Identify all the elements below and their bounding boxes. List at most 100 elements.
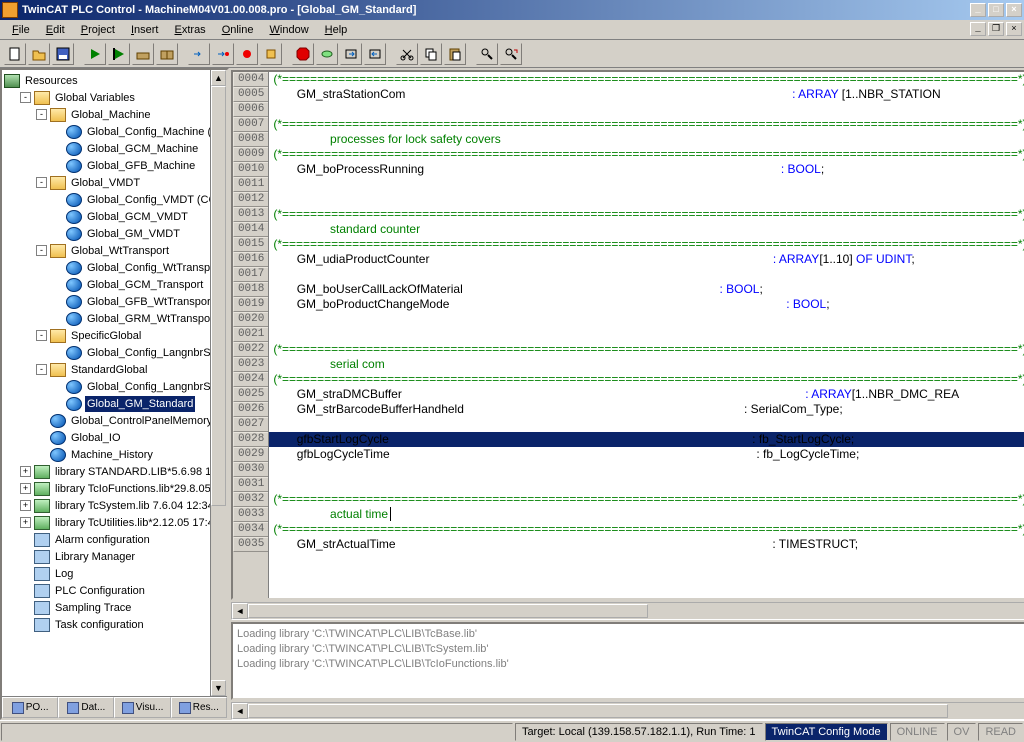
resource-tree[interactable]: Resources-Global Variables-Global_Machin… xyxy=(2,70,227,696)
code-line[interactable]: gfbStartLogCycle : fb_StartLogCycle; xyxy=(269,432,1024,447)
step3-button[interactable] xyxy=(236,43,258,65)
scroll-left-button[interactable]: ◄ xyxy=(232,703,248,719)
build-all-button[interactable] xyxy=(156,43,178,65)
code-line[interactable]: GM_udiaProductCounter : ARRAY[1..10] OF … xyxy=(269,252,1024,267)
code-line[interactable]: serial com xyxy=(269,357,1024,372)
new-button[interactable] xyxy=(4,43,26,65)
code-line[interactable] xyxy=(269,327,1024,342)
menu-edit[interactable]: Edit xyxy=(38,22,73,38)
scroll-thumb[interactable] xyxy=(211,86,226,506)
tree-item[interactable]: +library STANDARD.LIB*5.6.98 11: xyxy=(4,463,225,480)
cut-button[interactable] xyxy=(396,43,418,65)
code-line[interactable] xyxy=(269,462,1024,477)
expand-icon[interactable]: - xyxy=(36,177,47,188)
code-line[interactable] xyxy=(269,477,1024,492)
run-button[interactable] xyxy=(84,43,106,65)
tree-item[interactable]: Global_GCM_Machine xyxy=(4,140,225,157)
scroll-down-button[interactable]: ▼ xyxy=(211,680,226,696)
tree-item[interactable]: -Global_Machine xyxy=(4,106,225,123)
expand-icon[interactable]: - xyxy=(36,109,47,120)
tree-item[interactable]: +library TcIoFunctions.lib*29.8.05 1 xyxy=(4,480,225,497)
code-line[interactable]: (*======================================… xyxy=(269,342,1024,357)
code-line[interactable]: GM_boProductChangeMode : BOOL; xyxy=(269,297,1024,312)
sidebar-tab[interactable]: Visu... xyxy=(114,697,170,718)
scroll-left-button[interactable]: ◄ xyxy=(232,603,248,619)
code-line[interactable]: GM_boProcessRunning : BOOL; xyxy=(269,162,1024,177)
tree-item[interactable]: -StandardGlobal xyxy=(4,361,225,378)
code-line[interactable]: standard counter xyxy=(269,222,1024,237)
menu-window[interactable]: Window xyxy=(262,22,317,38)
menu-file[interactable]: File xyxy=(4,22,38,38)
sidebar-tab[interactable]: Dat... xyxy=(58,697,114,718)
sidebar-tab[interactable]: PO... xyxy=(2,697,58,718)
open-button[interactable] xyxy=(28,43,50,65)
code-line[interactable] xyxy=(269,102,1024,117)
code-line[interactable]: (*======================================… xyxy=(269,147,1024,162)
code-line[interactable]: (*======================================… xyxy=(269,237,1024,252)
step4-button[interactable] xyxy=(260,43,282,65)
expand-icon[interactable]: + xyxy=(20,500,31,511)
code-line[interactable]: GM_strBarcodeBufferHandheld : SerialCom_… xyxy=(269,402,1024,417)
tree-item[interactable]: Global_GFB_WtTransport xyxy=(4,293,225,310)
login-button[interactable] xyxy=(340,43,362,65)
tree-item[interactable]: Global_GCM_Transport xyxy=(4,276,225,293)
expand-icon[interactable]: + xyxy=(20,517,31,528)
tree-item[interactable]: Alarm configuration xyxy=(4,531,225,548)
tree-item[interactable]: PLC Configuration xyxy=(4,582,225,599)
code-line[interactable]: (*======================================… xyxy=(269,492,1024,507)
tree-item[interactable]: +library TcSystem.lib 7.6.04 12:34:0 xyxy=(4,497,225,514)
tree-item[interactable]: Task configuration xyxy=(4,616,225,633)
tree-item[interactable]: Sampling Trace xyxy=(4,599,225,616)
tree-item[interactable]: -Global_WtTransport xyxy=(4,242,225,259)
expand-icon[interactable]: + xyxy=(20,483,31,494)
code-line[interactable]: processes for lock safety covers xyxy=(269,132,1024,147)
find-button[interactable] xyxy=(476,43,498,65)
expand-icon[interactable]: - xyxy=(20,92,31,103)
tree-item[interactable]: Global_ControlPanelMemory xyxy=(4,412,225,429)
code-line[interactable] xyxy=(269,177,1024,192)
scroll-thumb[interactable] xyxy=(248,604,648,618)
stop-button[interactable] xyxy=(292,43,314,65)
tree-item[interactable]: Log xyxy=(4,565,225,582)
tree-item[interactable]: Global_Config_LangnbrSp xyxy=(4,344,225,361)
tree-item[interactable]: Library Manager xyxy=(4,548,225,565)
mdi-restore-button[interactable]: ❐ xyxy=(988,22,1004,36)
run2-button[interactable] xyxy=(108,43,130,65)
tree-item[interactable]: Global_Config_Machine (C xyxy=(4,123,225,140)
paste-button[interactable] xyxy=(444,43,466,65)
menu-help[interactable]: Help xyxy=(317,22,356,38)
code-line[interactable]: actual time xyxy=(269,507,1024,522)
tree-item[interactable]: Global_GM_Standard xyxy=(4,395,225,412)
code-line[interactable]: gfbLogCycleTime : fb_LogCycleTime; xyxy=(269,447,1024,462)
menu-insert[interactable]: Insert xyxy=(123,22,167,38)
code-editor[interactable]: (*======================================… xyxy=(269,72,1024,598)
expand-icon[interactable]: + xyxy=(20,466,31,477)
mdi-close-button[interactable]: × xyxy=(1006,22,1022,36)
code-line[interactable]: GM_boUserCallLackOfMaterial : BOOL; xyxy=(269,282,1024,297)
code-line[interactable] xyxy=(269,417,1024,432)
tree-vscrollbar[interactable]: ▲ ▼ xyxy=(210,70,227,696)
tree-item[interactable]: -SpecificGlobal xyxy=(4,327,225,344)
logout-button[interactable] xyxy=(364,43,386,65)
tree-item[interactable]: Global_GRM_WtTranspor xyxy=(4,310,225,327)
expand-icon[interactable]: - xyxy=(36,245,47,256)
build-button[interactable] xyxy=(132,43,154,65)
tree-item[interactable]: +library TcUtilities.lib*2.12.05 17:42 xyxy=(4,514,225,531)
scroll-up-button[interactable]: ▲ xyxy=(211,70,226,86)
minimize-button[interactable]: _ xyxy=(970,3,986,17)
find-next-button[interactable] xyxy=(500,43,522,65)
monitor-button[interactable] xyxy=(316,43,338,65)
tree-item[interactable]: -Global_VMDT xyxy=(4,174,225,191)
code-line[interactable]: (*======================================… xyxy=(269,72,1024,87)
code-line[interactable]: GM_straStationCom : ARRAY [1..NBR_STATIO… xyxy=(269,87,1024,102)
tree-item[interactable]: Global_GFB_Machine xyxy=(4,157,225,174)
code-line[interactable] xyxy=(269,267,1024,282)
menu-online[interactable]: Online xyxy=(214,22,262,38)
code-line[interactable]: (*======================================… xyxy=(269,522,1024,537)
tree-root[interactable]: Resources xyxy=(4,72,225,89)
tree-item[interactable]: Global_IO xyxy=(4,429,225,446)
copy-button[interactable] xyxy=(420,43,442,65)
tree-item[interactable]: Global_Config_LangnbrSt xyxy=(4,378,225,395)
code-line[interactable]: (*======================================… xyxy=(269,372,1024,387)
menu-extras[interactable]: Extras xyxy=(167,22,214,38)
